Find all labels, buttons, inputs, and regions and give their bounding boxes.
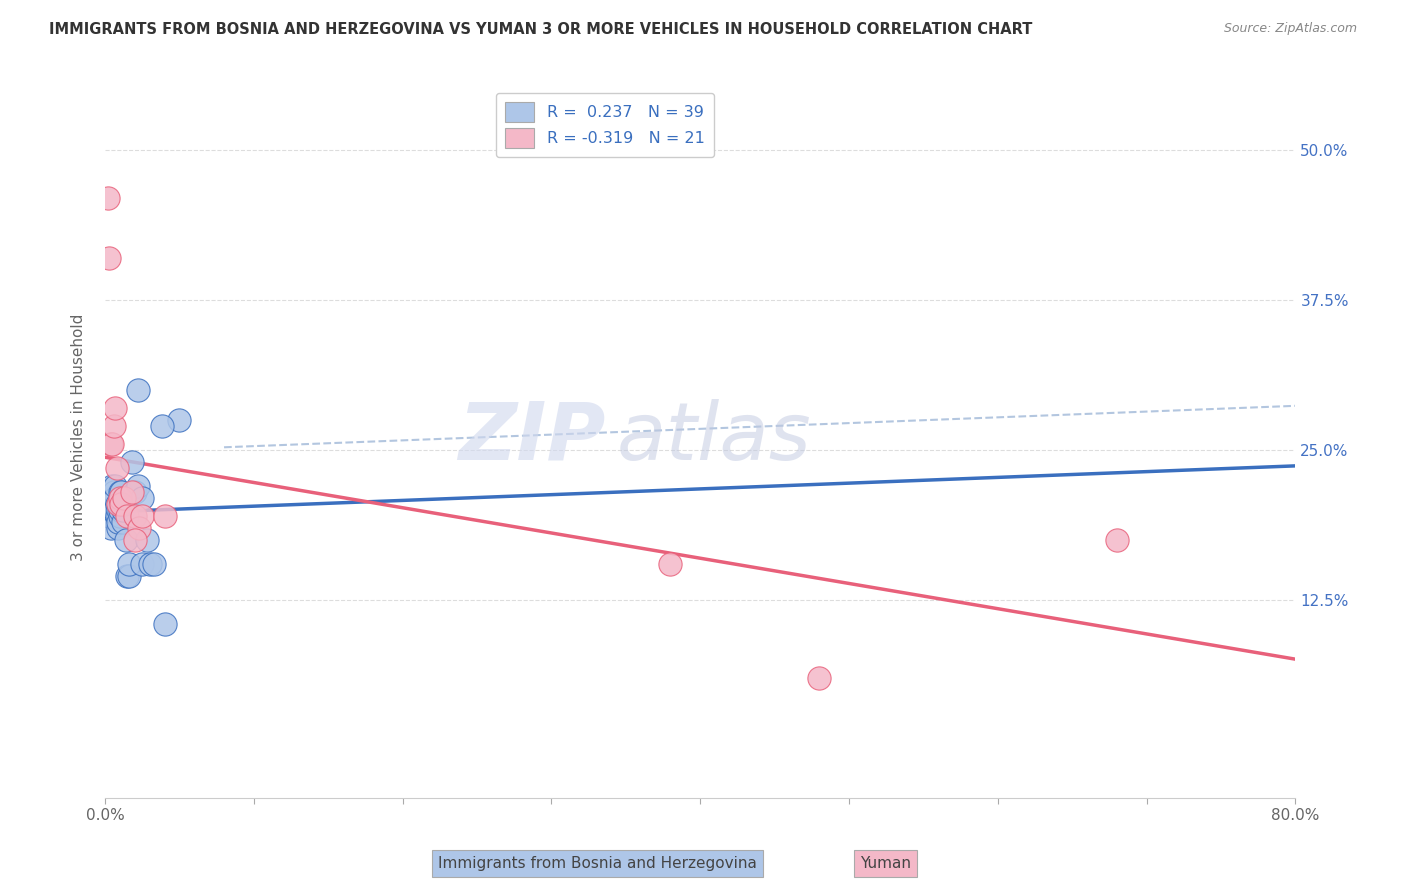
- Point: [98, 508, 121, 523]
- Point: [107, 521, 129, 535]
- Point: [131, 491, 153, 505]
- Point: [101, 479, 124, 493]
- Point: [121, 455, 143, 469]
- Point: [127, 479, 149, 493]
- Y-axis label: 3 or more Vehicles in Household: 3 or more Vehicles in Household: [72, 314, 86, 561]
- Point: [808, 671, 831, 685]
- Point: [131, 508, 153, 523]
- Text: IMMIGRANTS FROM BOSNIA AND HERZEGOVINA VS YUMAN 3 OR MORE VEHICLES IN HOUSEHOLD : IMMIGRANTS FROM BOSNIA AND HERZEGOVINA V…: [49, 22, 1032, 37]
- Point: [128, 521, 150, 535]
- Point: [108, 491, 131, 505]
- Text: Immigrants from Bosnia and Herzegovina: Immigrants from Bosnia and Herzegovina: [439, 856, 756, 871]
- Point: [108, 503, 131, 517]
- Text: Source: ZipAtlas.com: Source: ZipAtlas.com: [1223, 22, 1357, 36]
- Point: [117, 569, 139, 583]
- Point: [98, 251, 121, 265]
- Point: [135, 533, 157, 547]
- Point: [114, 533, 136, 547]
- Point: [1105, 533, 1128, 547]
- Point: [153, 616, 176, 631]
- Point: [111, 503, 134, 517]
- Point: [103, 503, 125, 517]
- Legend: R =  0.237   N = 39, R = -0.319   N = 21: R = 0.237 N = 39, R = -0.319 N = 21: [496, 93, 714, 157]
- Point: [110, 497, 132, 511]
- Point: [110, 484, 132, 499]
- Point: [104, 401, 127, 415]
- Point: [105, 508, 128, 523]
- Point: [101, 436, 124, 450]
- Point: [100, 521, 122, 535]
- Point: [150, 418, 173, 433]
- Point: [118, 569, 141, 583]
- Point: [103, 418, 125, 433]
- Text: ZIP: ZIP: [457, 399, 605, 476]
- Point: [107, 497, 129, 511]
- Point: [118, 557, 141, 571]
- Point: [105, 497, 128, 511]
- Point: [101, 503, 124, 517]
- Point: [117, 508, 139, 523]
- Point: [153, 508, 176, 523]
- Text: Yuman: Yuman: [860, 856, 911, 871]
- Point: [110, 491, 132, 505]
- Point: [124, 533, 146, 547]
- Point: [105, 460, 128, 475]
- Point: [131, 557, 153, 571]
- Text: atlas: atlas: [617, 399, 811, 476]
- Point: [127, 383, 149, 397]
- Point: [111, 515, 134, 529]
- Point: [124, 508, 146, 523]
- Point: [143, 557, 166, 571]
- Point: [107, 515, 129, 529]
- Point: [104, 491, 127, 505]
- Point: [169, 413, 191, 427]
- Point: [112, 491, 135, 505]
- Point: [103, 484, 125, 499]
- Point: [124, 484, 146, 499]
- Point: [108, 497, 131, 511]
- Point: [138, 557, 160, 571]
- Point: [104, 479, 127, 493]
- Point: [107, 503, 129, 517]
- Point: [659, 557, 682, 571]
- Point: [108, 508, 131, 523]
- Point: [97, 190, 120, 204]
- Point: [112, 497, 135, 511]
- Point: [100, 436, 122, 450]
- Point: [101, 491, 124, 505]
- Point: [121, 484, 143, 499]
- Point: [108, 484, 131, 499]
